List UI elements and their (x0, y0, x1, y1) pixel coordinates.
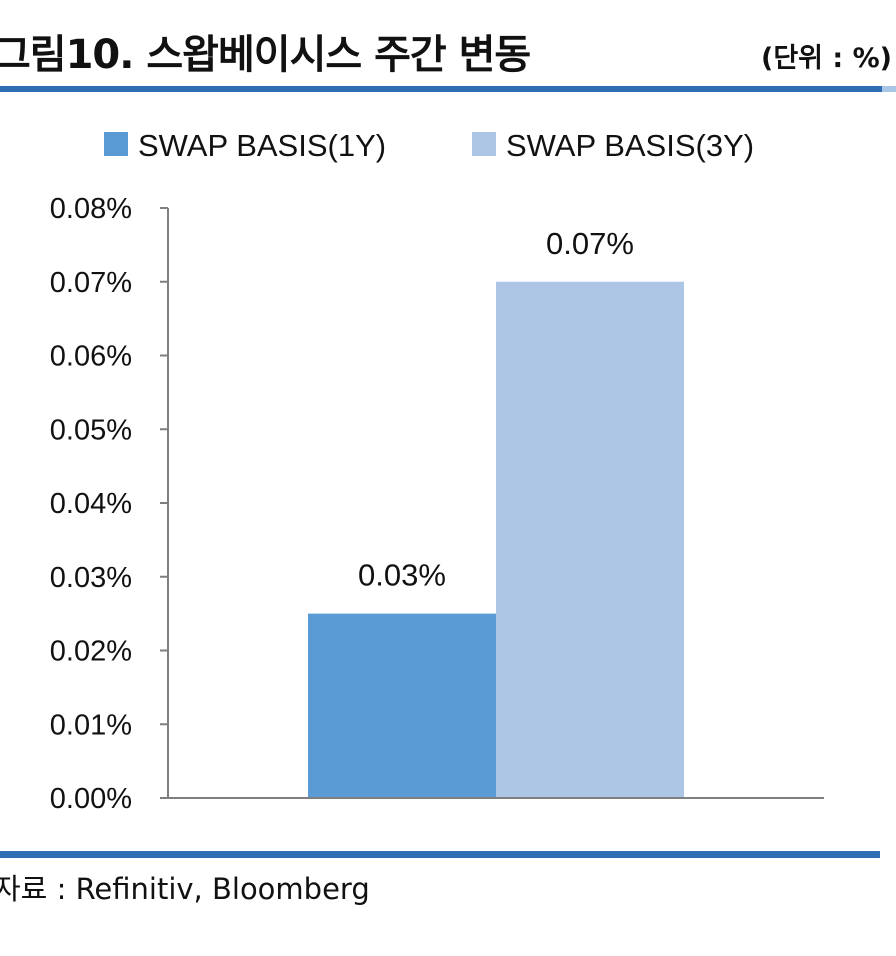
bar-3y (496, 281, 684, 798)
y-tick-label: 0.07% (50, 267, 132, 299)
unit-label: (단위 : %) (760, 43, 892, 74)
figure-title: 그림10. 스왑베이시스 주간 변동 (0, 32, 531, 78)
axes (167, 208, 824, 799)
y-tick-label: 0.00% (50, 783, 132, 815)
legend-swatch-3y (472, 132, 496, 156)
data-label-1y: 0.03% (358, 558, 446, 593)
header: 그림10. 스왑베이시스 주간 변동 (단위 : %) (0, 0, 896, 96)
y-tick-label: 0.08% (50, 193, 132, 225)
bottom-rule (0, 851, 880, 858)
y-tick-label: 0.03% (50, 562, 132, 594)
bars: 0.03% 0.07% (308, 226, 684, 798)
top-rule-dark (0, 86, 882, 92)
legend-swatch-1y (104, 132, 128, 156)
y-tick-label: 0.06% (50, 341, 132, 373)
data-label-3y: 0.07% (546, 226, 634, 261)
y-tick-label: 0.01% (50, 709, 132, 741)
legend-label-1y: SWAP BASIS(1Y) (138, 128, 386, 163)
top-rule (0, 86, 896, 92)
legend-label-3y: SWAP BASIS(3Y) (506, 128, 754, 163)
legend: SWAP BASIS(1Y) SWAP BASIS(3Y) (104, 128, 754, 163)
y-tick-label: 0.05% (50, 414, 132, 446)
y-tick-label: 0.04% (50, 488, 132, 520)
top-rule-light (882, 86, 896, 92)
source-note: 자료 : Refinitiv, Bloomberg (0, 872, 370, 906)
bar-1y (308, 613, 496, 798)
y-axis-ticks: 0.00% 0.01% 0.02% 0.03% 0.04% 0.05% 0.06% 0.07%… (50, 193, 168, 815)
bar-chart: SWAP BASIS(1Y) SWAP BASIS(3Y) 0.00% 0.01%… (50, 128, 824, 815)
y-tick-label: 0.02% (50, 636, 132, 668)
